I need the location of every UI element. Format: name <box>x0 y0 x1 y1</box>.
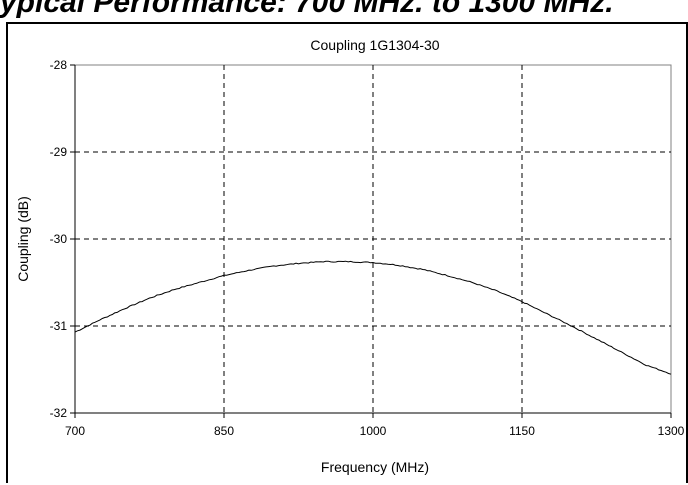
y-axis-label: Coupling (dB) <box>15 196 31 282</box>
chart-frame: Coupling 1G1304-30 700 850 1000 1150 1300 -28… <box>6 22 688 483</box>
x-tick-label: 1150 <box>509 424 535 438</box>
y-tick-label: -31 <box>50 319 68 333</box>
chart-title: Coupling 1G1304-30 <box>310 37 439 53</box>
x-tick-label: 1300 <box>658 424 685 438</box>
series-line <box>74 260 672 375</box>
y-tick-label: -30 <box>50 232 68 246</box>
y-tick-label: -32 <box>50 406 68 420</box>
x-tick-label: 1000 <box>360 424 387 438</box>
y-tick-label: -28 <box>50 58 68 72</box>
tick-labels: 700 850 1000 1150 1300 -28 -29 -30 -31 -32 <box>50 58 685 438</box>
x-tick-label: 700 <box>65 424 85 438</box>
y-tick-label: -29 <box>50 145 68 159</box>
data-series <box>74 260 672 375</box>
page-heading: ypical Performance: 700 MHz. to 1300 MHz… <box>0 0 614 19</box>
x-tick-label: 850 <box>214 424 234 438</box>
coupling-chart: Coupling 1G1304-30 700 850 1000 1150 1300 -28… <box>15 37 685 475</box>
x-axis-label: Frequency (MHz) <box>321 459 429 475</box>
